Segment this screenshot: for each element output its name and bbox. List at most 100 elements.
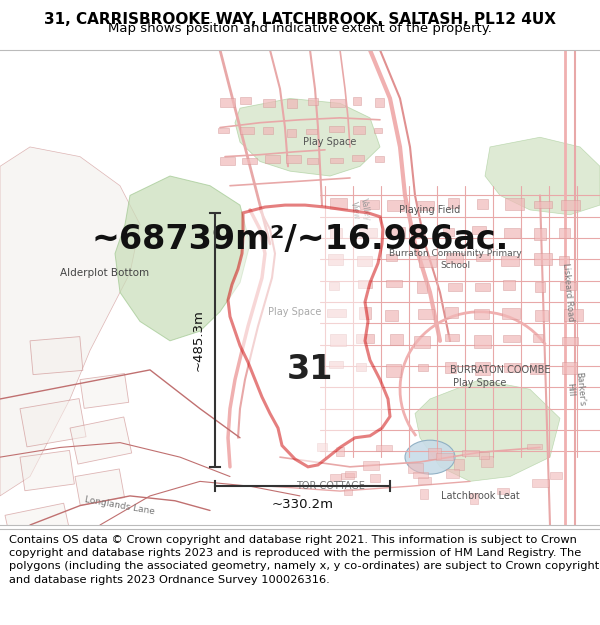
Bar bbox=[436, 453, 453, 460]
Bar bbox=[5, 503, 70, 544]
Bar bbox=[358, 280, 372, 288]
Bar bbox=[497, 488, 509, 494]
Bar bbox=[359, 228, 377, 237]
Bar bbox=[386, 364, 401, 377]
Bar bbox=[418, 476, 431, 484]
Polygon shape bbox=[235, 99, 380, 176]
Text: Map shows position and indicative extent of the property.: Map shows position and indicative extent… bbox=[108, 22, 492, 35]
Bar bbox=[389, 228, 405, 238]
Bar bbox=[448, 198, 459, 208]
Bar bbox=[559, 228, 570, 238]
Bar bbox=[445, 334, 459, 341]
Bar bbox=[286, 155, 301, 163]
Bar bbox=[220, 157, 235, 166]
Text: TOR COTTAGE: TOR COTTAGE bbox=[296, 481, 364, 491]
Polygon shape bbox=[228, 205, 390, 467]
Bar bbox=[330, 198, 347, 209]
Bar bbox=[386, 280, 402, 286]
Bar bbox=[328, 254, 343, 265]
Bar bbox=[330, 474, 341, 481]
Text: Playing Field: Playing Field bbox=[400, 205, 461, 215]
Bar bbox=[287, 99, 297, 108]
Text: Barker's
Hill: Barker's Hill bbox=[564, 371, 586, 408]
Bar bbox=[559, 256, 569, 265]
Bar bbox=[428, 448, 441, 459]
Bar bbox=[357, 256, 372, 266]
Bar bbox=[503, 280, 515, 291]
Bar bbox=[360, 200, 379, 209]
Bar bbox=[20, 399, 86, 447]
Bar bbox=[530, 363, 545, 374]
Text: BURRATON COOMBE: BURRATON COOMBE bbox=[450, 365, 550, 375]
Bar bbox=[505, 198, 524, 210]
Bar bbox=[504, 228, 520, 238]
Bar bbox=[420, 489, 428, 499]
Bar bbox=[386, 254, 397, 261]
Text: ~68739m²/~16.986ac.: ~68739m²/~16.986ac. bbox=[91, 222, 509, 256]
Bar bbox=[363, 461, 379, 470]
Bar bbox=[443, 228, 454, 236]
Bar bbox=[476, 254, 490, 261]
Bar bbox=[327, 309, 346, 317]
Text: 31: 31 bbox=[287, 353, 333, 386]
Text: Burraton Community Primary: Burraton Community Primary bbox=[389, 249, 521, 258]
Bar bbox=[503, 335, 520, 342]
Bar bbox=[329, 126, 344, 132]
Polygon shape bbox=[115, 176, 250, 341]
Bar bbox=[445, 362, 456, 372]
Bar bbox=[317, 442, 327, 451]
Bar bbox=[550, 472, 562, 479]
Bar bbox=[370, 474, 380, 482]
Bar bbox=[263, 127, 273, 134]
Polygon shape bbox=[415, 379, 560, 481]
Bar bbox=[418, 309, 434, 319]
Bar bbox=[534, 228, 546, 240]
Bar bbox=[30, 337, 83, 374]
Bar bbox=[341, 472, 354, 479]
Bar bbox=[220, 99, 235, 107]
Bar bbox=[417, 201, 434, 210]
Bar bbox=[287, 129, 296, 138]
Bar bbox=[240, 127, 254, 134]
Bar bbox=[330, 334, 346, 346]
Bar bbox=[445, 307, 458, 318]
Bar bbox=[408, 463, 423, 472]
Bar bbox=[70, 417, 131, 464]
Bar bbox=[414, 336, 430, 348]
Bar bbox=[564, 309, 583, 321]
Bar bbox=[504, 363, 521, 372]
Bar bbox=[481, 456, 493, 467]
Bar bbox=[474, 309, 489, 319]
Text: Play Space: Play Space bbox=[268, 307, 322, 317]
Bar bbox=[474, 335, 491, 348]
Bar bbox=[353, 96, 361, 105]
Polygon shape bbox=[0, 147, 140, 496]
Bar bbox=[446, 469, 459, 479]
Bar bbox=[359, 307, 371, 319]
Bar bbox=[330, 99, 345, 107]
Text: ~485.3m: ~485.3m bbox=[192, 309, 205, 371]
Bar bbox=[390, 334, 403, 345]
Bar bbox=[479, 452, 489, 459]
Bar bbox=[374, 127, 382, 133]
Bar bbox=[336, 448, 344, 456]
Text: Liskeard Road: Liskeard Road bbox=[561, 262, 575, 322]
Bar bbox=[446, 253, 463, 263]
Bar bbox=[502, 308, 520, 319]
Bar bbox=[448, 282, 462, 291]
Bar bbox=[353, 126, 365, 134]
Polygon shape bbox=[485, 138, 600, 215]
Ellipse shape bbox=[405, 440, 455, 474]
Bar bbox=[419, 256, 436, 267]
Bar bbox=[414, 228, 425, 237]
Bar bbox=[470, 493, 478, 504]
Bar bbox=[472, 226, 486, 234]
Text: ~330.2m: ~330.2m bbox=[271, 498, 334, 511]
Bar bbox=[329, 361, 343, 368]
Bar bbox=[562, 337, 578, 345]
Bar bbox=[413, 472, 428, 479]
Bar bbox=[375, 99, 384, 107]
Bar bbox=[527, 444, 542, 449]
Bar bbox=[306, 129, 317, 134]
Bar bbox=[356, 363, 366, 371]
